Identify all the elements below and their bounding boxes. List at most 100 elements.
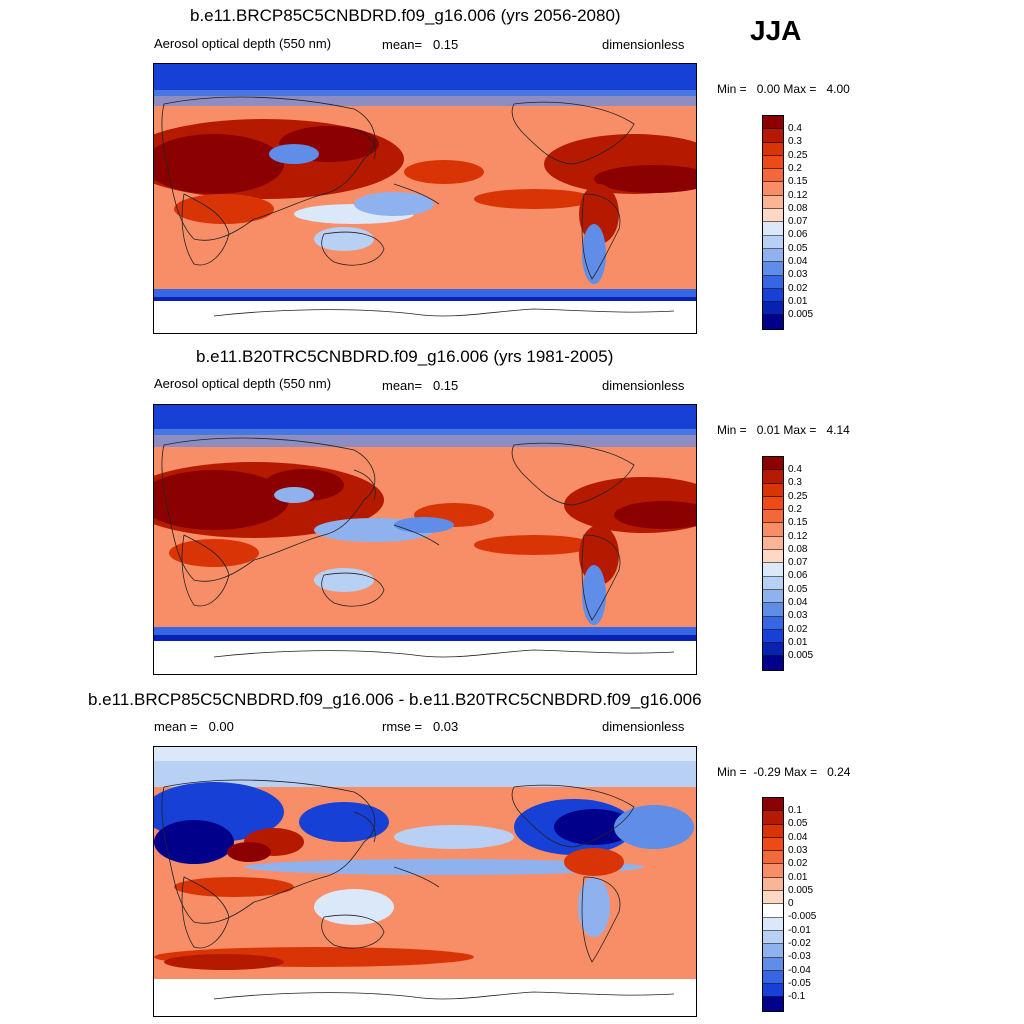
panel3-colorbar-swatch <box>763 984 783 998</box>
panel2-colorbar-swatch <box>763 470 783 484</box>
panel1-cbar-label: 0.04 <box>788 256 808 267</box>
panel2-colorbar-swatch <box>763 510 783 524</box>
panel2-mean: mean= 0.15 <box>382 378 458 393</box>
panel1-minmax: Min = 0.00 Max = 4.00 <box>717 82 850 96</box>
panel2-variable: Aerosol optical depth (550 nm) <box>154 376 332 391</box>
panel1-mean: mean= 0.15 <box>382 37 458 52</box>
panel3-colorbar-swatch <box>763 930 783 945</box>
panel2-colorbar-swatch <box>763 536 783 551</box>
panel3-title: b.e11.BRCP85C5CNBDRD.f09_g16.006 - b.e11… <box>88 690 702 709</box>
panel2-cbar-label: 0.4 <box>788 464 802 475</box>
panel2-max-label: Max = <box>783 423 817 437</box>
panel1-cbar-label: 0.3 <box>788 136 802 148</box>
panel1-cbar-label: 0.4 <box>788 123 802 134</box>
panel2-mean-label: mean= <box>382 378 423 393</box>
panel1-cbar-label: 0.12 <box>788 189 808 201</box>
panel3-colorbar <box>762 797 784 1012</box>
panel2-cbar-label: 0.15 <box>788 517 808 529</box>
panel1-cbar-label: 0.15 <box>788 176 808 188</box>
panel3-colorbar-swatch <box>763 824 783 838</box>
panel2-min-label: Min = <box>717 423 747 437</box>
panel3-max-value: 0.24 <box>827 765 851 779</box>
panel1-mean-label: mean= <box>382 37 423 52</box>
panel2-colorbar-swatch <box>763 643 783 657</box>
panel1-colorbar-swatch <box>763 155 783 170</box>
panel3-mean-value: 0.00 <box>208 719 234 734</box>
panel1-colorbar-swatch <box>763 262 783 276</box>
panel1-min-value: 0.00 <box>756 82 781 96</box>
panel3-colorbar-swatch <box>763 904 783 918</box>
panel3-cbar-label: 0 <box>788 898 794 910</box>
panel2-cbar-label: 0.06 <box>788 570 808 582</box>
panel3-cbar-label: 0.01 <box>788 871 808 883</box>
panel2-colorbar-swatch <box>763 576 783 590</box>
panel1-colorbar-swatch <box>763 129 783 143</box>
panel3-units: dimensionless <box>602 719 685 734</box>
panel3-map <box>153 746 697 1017</box>
panel3-colorbar-swatch <box>763 811 783 825</box>
panel3-colorbar-swatch <box>763 891 783 905</box>
panel3-minmax: Min = -0.29 Max = 0.24 <box>717 765 850 779</box>
panel2-cbar-label: 0.07 <box>788 557 808 569</box>
panel3-cbar-label: -0.05 <box>788 977 811 989</box>
panel3-colorbar-swatch <box>763 917 783 931</box>
panel2-colorbar-swatch <box>763 589 783 604</box>
panel1-colorbar-swatch <box>763 275 783 289</box>
panel2-units: dimensionless <box>602 378 685 393</box>
panel1-colorbar-swatch <box>763 116 783 130</box>
panel3-colorbar-swatch <box>763 944 783 958</box>
panel2-cbar-label: 0.12 <box>788 530 808 542</box>
panel3-cbar-label: 0.005 <box>788 884 814 896</box>
panel3-rmse-value: 0.03 <box>432 719 459 734</box>
panel2-cbar-label: 0.03 <box>788 610 808 622</box>
panel1-min-label: Min = <box>717 82 747 96</box>
panel2-minmax: Min = 0.01 Max = 4.14 <box>717 423 850 437</box>
panel3-colorbar-swatch <box>763 798 783 812</box>
panel1-cbar-label: 0.005 <box>788 309 814 321</box>
panel3-cbar-label: 0.04 <box>788 831 808 843</box>
panel1-cbar-label: 0.03 <box>788 269 808 281</box>
panel2-colorbar-swatch <box>763 483 783 497</box>
panel1-max-value: 4.00 <box>826 82 850 96</box>
panel2-colorbar-swatch <box>763 550 783 564</box>
panel3-colorbar-swatch <box>763 970 783 985</box>
panel3-cbar-label: -0.005 <box>788 911 817 923</box>
panel2-cbar-label: 0.08 <box>788 543 808 555</box>
panel1-colorbar-swatch <box>763 209 783 223</box>
season-label: JJA <box>750 15 802 46</box>
panel1-units: dimensionless <box>602 37 685 52</box>
panel3-max-label: Max = <box>784 765 818 779</box>
panel1-colorbar-swatch <box>763 288 783 303</box>
panel2-map <box>153 404 697 675</box>
panel3-cbar-label: -0.04 <box>788 964 811 976</box>
panel3-colorbar-swatch <box>763 851 783 865</box>
panel2-colorbar-swatch <box>763 523 783 537</box>
panel2-colorbar-swatch <box>763 616 783 630</box>
panel2-colorbar-swatch <box>763 496 783 511</box>
panel3-mean: mean = 0.00 <box>154 719 234 734</box>
panel3-cbar-label: 0.03 <box>788 844 808 856</box>
panel2-cbar-label: 0.04 <box>788 597 808 608</box>
panel1-colorbar-swatch <box>763 142 783 156</box>
panel2-cbar-label: 0.2 <box>788 503 802 515</box>
panel1-colorbar <box>762 115 784 330</box>
panel2-cbar-label: 0.25 <box>788 490 808 502</box>
panel3-cbar-label: 0.02 <box>788 858 808 870</box>
panel2-colorbar-swatch <box>763 656 783 670</box>
panel2-title: b.e11.B20TRC5CNBDRD.f09_g16.006 (yrs 198… <box>196 347 614 366</box>
panel1-cbar-label: 0.2 <box>788 162 802 174</box>
panel1-colorbar-swatch <box>763 169 783 183</box>
panel3-rmse: rmse = 0.03 <box>382 719 458 734</box>
panel1-cbar-label: 0.07 <box>788 216 808 228</box>
panel3-colorbar-swatch <box>763 837 783 852</box>
panel2-colorbar <box>762 456 784 671</box>
panel3-cbar-label: 0.1 <box>788 805 802 816</box>
panel2-colorbar-swatch <box>763 603 783 617</box>
panel3-mean-label: mean = <box>154 719 198 734</box>
panel1-colorbar-swatch <box>763 195 783 210</box>
panel1-variable: Aerosol optical depth (550 nm) <box>154 36 332 51</box>
panel2-colorbar-swatch <box>763 457 783 471</box>
panel3-cbar-label: -0.1 <box>788 991 806 1003</box>
panel3-cbar-label: 0.05 <box>788 818 808 830</box>
panel2-cbar-label: 0.3 <box>788 477 802 489</box>
